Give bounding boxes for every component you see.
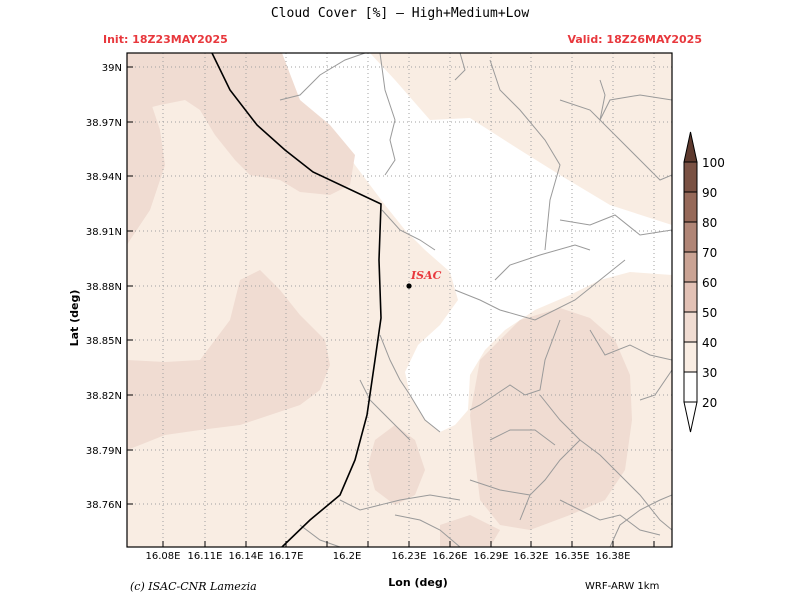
valid-time-label: Valid: 18Z26MAY2025 (567, 33, 702, 46)
y-tick-label: 38.88N (86, 282, 122, 293)
x-tick-label: 16.17E (269, 551, 304, 562)
x-tick-label: 16.2E (333, 551, 362, 562)
boundary-line (359, 379, 411, 441)
boundary-line (299, 524, 341, 547)
y-tick-label: 38.97N (86, 118, 122, 129)
x-tick-label: 16.26E (433, 551, 468, 562)
boundary-line (559, 499, 661, 536)
boundary-line (469, 479, 531, 496)
x-tick-label: 16.23E (392, 551, 427, 562)
boundary-line (559, 214, 672, 236)
x-tick-label: 16.29E (474, 551, 509, 562)
boundary-line (489, 59, 561, 251)
y-tick-label: 38.85N (86, 336, 122, 347)
cloud-region-se (470, 308, 632, 530)
boundary-line (381, 209, 436, 251)
colorbar-label: 60 (702, 276, 717, 290)
colorbar-label: 20 (702, 396, 717, 410)
colorbar-bottom-arrow (683, 401, 698, 433)
y-tick-label: 38.82N (86, 391, 122, 402)
x-tick-label: 16.11E (188, 551, 223, 562)
cloud-region-south (368, 425, 425, 505)
boundary-line (379, 334, 441, 433)
cloud-region-clear (282, 53, 672, 432)
credit-text: (c) ISAC-CNR Lamezia (130, 580, 257, 593)
boundary-line (494, 244, 591, 281)
isac-station-label: ISAC (410, 269, 442, 282)
colorbar-box (683, 311, 698, 343)
colorbar-labels: 100 90 80 70 60 50 40 30 20 (702, 156, 725, 410)
boundary-line (599, 79, 672, 181)
colorbar-box (683, 191, 698, 223)
boundary-lines (279, 53, 672, 547)
colorbar: 100 90 80 70 60 50 40 30 20 (683, 131, 725, 433)
boundary-line (589, 329, 672, 361)
boundary-line (559, 94, 672, 121)
colorbar-top-arrow (683, 131, 698, 163)
y-tick-label: 39N (102, 63, 122, 74)
colorbar-label: 40 (702, 336, 717, 350)
boundary-line (579, 439, 672, 531)
boundary-line (489, 429, 556, 446)
colorbar-label: 30 (702, 366, 717, 380)
x-tick-label: 16.08E (146, 551, 181, 562)
colorbar-label: 50 (702, 306, 717, 320)
map-title: Cloud Cover [%] — High+Medium+Low (270, 6, 530, 21)
boundary-line (394, 514, 461, 547)
boundary-line (469, 319, 561, 411)
regional-border (211, 53, 382, 547)
cloud-region-nw-2 (127, 90, 165, 245)
colorbar-box (683, 281, 698, 313)
boundary-line (379, 53, 396, 176)
y-tick-label: 38.94N (86, 172, 122, 183)
cloud-region-se-edge (440, 515, 500, 547)
x-tick-label: 16.32E (514, 551, 549, 562)
colorbar-box (683, 221, 698, 253)
colorbar-box (683, 251, 698, 283)
colorbar-label: 100 (702, 156, 725, 170)
x-tick-label: 16.38E (596, 551, 631, 562)
colorbar-label: 70 (702, 246, 717, 260)
boundary-line (609, 494, 672, 547)
colorbar-boxes (683, 161, 698, 403)
boundary-line (454, 53, 466, 81)
boundary-line (454, 259, 626, 321)
y-tick-label: 38.91N (86, 227, 122, 238)
colorbar-box (683, 371, 698, 403)
boundary-line (339, 494, 461, 511)
y-tick-label: 38.76N (86, 500, 122, 511)
x-tick-label: 16.14E (229, 551, 264, 562)
colorbar-label: 90 (702, 186, 717, 200)
y-axis-title: Lat (deg) (68, 290, 81, 347)
boundary-line (279, 53, 366, 101)
model-text: WRF-ARW 1km (585, 581, 660, 592)
x-axis-title: Lon (deg) (388, 576, 448, 589)
y-tick-label: 38.79N (86, 446, 122, 457)
x-tick-labels: 16.08E 16.11E 16.14E 16.17E 16.2E 16.23E… (146, 551, 631, 562)
axis-ticks (127, 66, 655, 547)
colorbar-label: 80 (702, 216, 717, 230)
cloud-cover-field (127, 53, 672, 547)
colorbar-box (683, 161, 698, 193)
map-frame (126, 52, 673, 548)
isac-station-marker (406, 283, 412, 289)
colorbar-box (683, 341, 698, 373)
init-time-label: Init: 18Z23MAY2025 (103, 33, 228, 46)
y-tick-labels: 39N 38.97N 38.94N 38.91N 38.88N 38.85N 3… (86, 63, 122, 511)
graticule (127, 53, 672, 547)
x-tick-label: 16.35E (555, 551, 590, 562)
cloud-region-west (127, 270, 330, 450)
